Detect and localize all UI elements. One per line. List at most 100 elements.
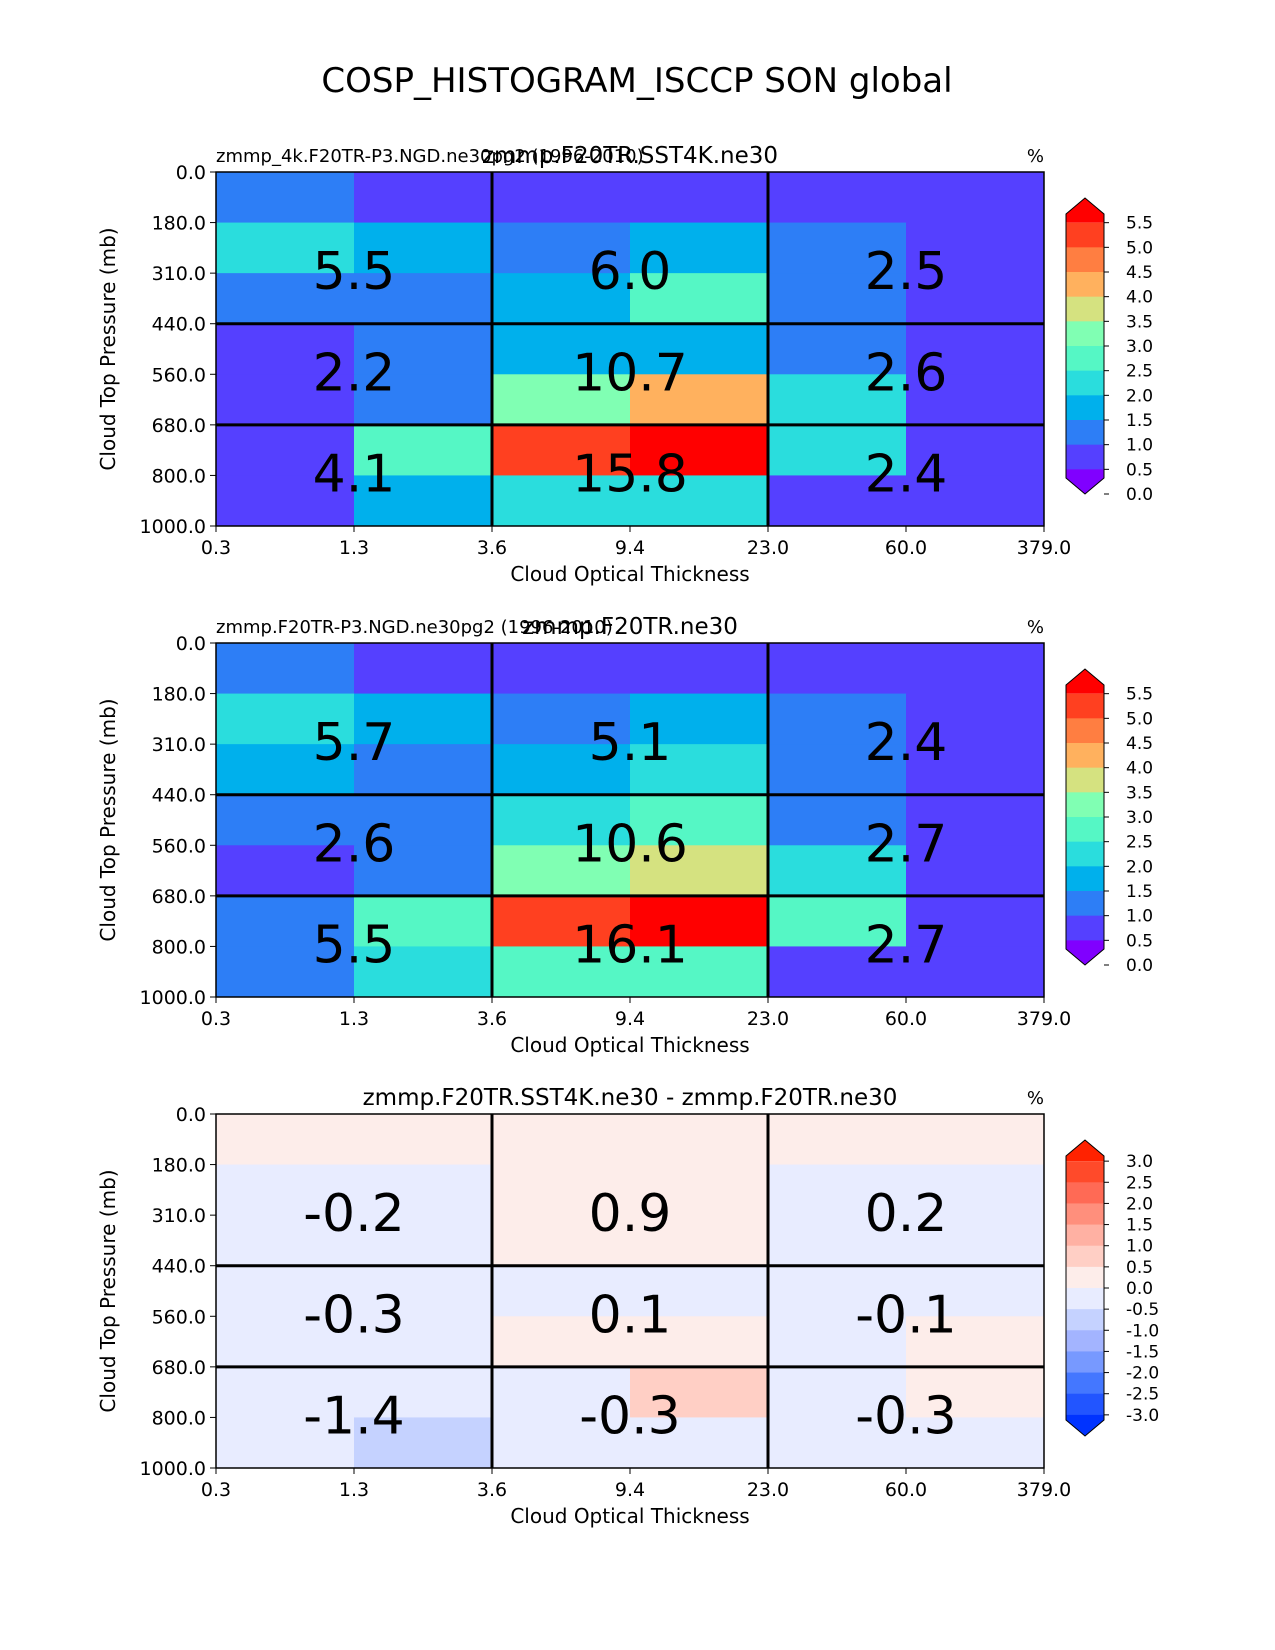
heatmap-cell	[354, 424, 493, 476]
heatmap-cell	[906, 323, 1045, 375]
colorbar-segment	[1066, 1351, 1104, 1374]
group-value-label: 10.6	[572, 814, 688, 874]
group-value-label: 2.2	[313, 343, 396, 403]
y-tick-label: 560.0	[152, 364, 206, 386]
heatmap-cell	[354, 1215, 493, 1267]
colorbar-tick-label: 4.5	[1126, 263, 1153, 283]
colorbar-tick-label: 3.0	[1126, 337, 1153, 357]
heatmap-cell	[216, 845, 355, 897]
heatmap-cell	[630, 374, 769, 426]
heatmap-cell	[354, 693, 493, 745]
group-value-label: -0.1	[855, 1285, 956, 1345]
heatmap-cell	[216, 475, 355, 527]
y-axis-label: Cloud Top Pressure (mb)	[96, 1169, 120, 1412]
heatmap-cell	[354, 1164, 493, 1216]
colorbar-tick-label: 3.0	[1126, 1152, 1153, 1172]
colorbar-segment	[1066, 841, 1104, 867]
colorbar-segment	[1066, 767, 1104, 793]
colorbar-tick-label: 3.0	[1126, 808, 1153, 828]
heatmap-cell	[492, 1164, 631, 1216]
colorbar-segment	[1066, 940, 1104, 965]
heatmap-cell	[354, 643, 493, 695]
heatmap-cell	[630, 1164, 769, 1216]
y-axis-label: Cloud Top Pressure (mb)	[96, 698, 120, 941]
heatmap-cell	[906, 643, 1045, 695]
y-tick-label: 1000.0	[140, 516, 206, 538]
colorbar-segment	[1066, 1330, 1104, 1352]
heatmap-cell	[492, 895, 631, 947]
heatmap-cell	[906, 1265, 1045, 1317]
group-value-label: 2.5	[865, 242, 948, 302]
colorbar-tick-label: -2.0	[1126, 1364, 1159, 1384]
y-tick-label: 800.0	[152, 1407, 206, 1429]
heatmap-cell	[768, 1366, 907, 1418]
heatmap-cell	[492, 744, 631, 796]
colorbar-segment	[1066, 247, 1104, 273]
colorbar-tick-label: 2.5	[1126, 1173, 1153, 1193]
group-value-label: 2.4	[865, 444, 948, 504]
heatmap-cell	[768, 1316, 907, 1368]
group-value-label: -1.4	[303, 1386, 404, 1446]
y-tick-label: 180.0	[152, 684, 206, 706]
colorbar-tick-label: -1.0	[1126, 1321, 1159, 1341]
heatmap-cell	[492, 1417, 631, 1469]
colorbar-outline	[1065, 668, 1105, 966]
group-value-label: 5.5	[313, 242, 396, 302]
group-value-label: 0.2	[865, 1184, 948, 1244]
x-axis-label: Cloud Optical Thickness	[510, 1033, 749, 1057]
y-tick-label: 0.0	[176, 162, 206, 184]
heatmap-cell	[354, 744, 493, 796]
panel-title-center: zmmp.F20TR.SST4K.ne30	[482, 143, 778, 169]
x-tick-label: 3.6	[477, 537, 507, 559]
group-value-label: -0.3	[855, 1386, 956, 1446]
heatmap-cell	[630, 693, 769, 745]
heatmap-cell	[354, 1316, 493, 1368]
y-tick-label: 0.0	[176, 1104, 206, 1126]
heatmap-cell	[768, 1215, 907, 1267]
colorbar-segment	[1066, 1140, 1104, 1162]
heatmap-cell	[630, 895, 769, 947]
heatmap-cell	[216, 1366, 355, 1418]
heatmap-cell	[216, 222, 355, 274]
colorbar-tick-label: 2.5	[1126, 833, 1153, 853]
y-tick-label: 560.0	[152, 1306, 206, 1328]
heatmap-cell	[216, 794, 355, 846]
x-tick-label: 23.0	[747, 537, 789, 559]
colorbar-segment	[1066, 1309, 1104, 1331]
heatmap-cell	[354, 794, 493, 846]
heatmap-cell	[906, 424, 1045, 476]
heatmap-cell	[768, 693, 907, 745]
group-value-label: 16.1	[572, 915, 688, 975]
colorbar-tick-label: -3.0	[1126, 1406, 1159, 1426]
heatmap-cell	[216, 273, 355, 325]
heatmap-cell	[906, 1215, 1045, 1267]
y-tick-label: 310.0	[152, 263, 206, 285]
heatmap-cell	[630, 1265, 769, 1317]
heatmap-cell	[768, 794, 907, 846]
heatmap-cell	[906, 222, 1045, 274]
heatmap-cell	[768, 424, 907, 476]
colorbar-tick-label: 1.5	[1126, 1216, 1153, 1236]
y-tick-label: 680.0	[152, 415, 206, 437]
heatmap-cell	[216, 744, 355, 796]
y-tick-label: 310.0	[152, 734, 206, 756]
colorbar-segment	[1066, 1182, 1104, 1204]
y-tick-label: 0.0	[176, 633, 206, 655]
heatmap-cell	[630, 744, 769, 796]
heatmap-cell	[492, 424, 631, 476]
colorbar-tick-label: -0.5	[1126, 1300, 1159, 1320]
x-tick-label: 9.4	[615, 1008, 645, 1030]
heatmap-cell	[630, 222, 769, 274]
heatmap-cell	[768, 172, 907, 224]
colorbar-tick-label: 3.5	[1126, 312, 1153, 332]
y-tick-label: 1000.0	[140, 987, 206, 1009]
heatmap-cell	[906, 172, 1045, 224]
heatmap-cell	[216, 1316, 355, 1368]
heatmap-cell	[492, 643, 631, 695]
group-value-label: 5.7	[313, 713, 396, 773]
heatmap-cell	[354, 1265, 493, 1317]
heatmap-cell	[492, 172, 631, 224]
heatmap-cell	[492, 693, 631, 745]
colorbar-segment	[1066, 866, 1104, 892]
group-value-label: -0.2	[303, 1184, 404, 1244]
